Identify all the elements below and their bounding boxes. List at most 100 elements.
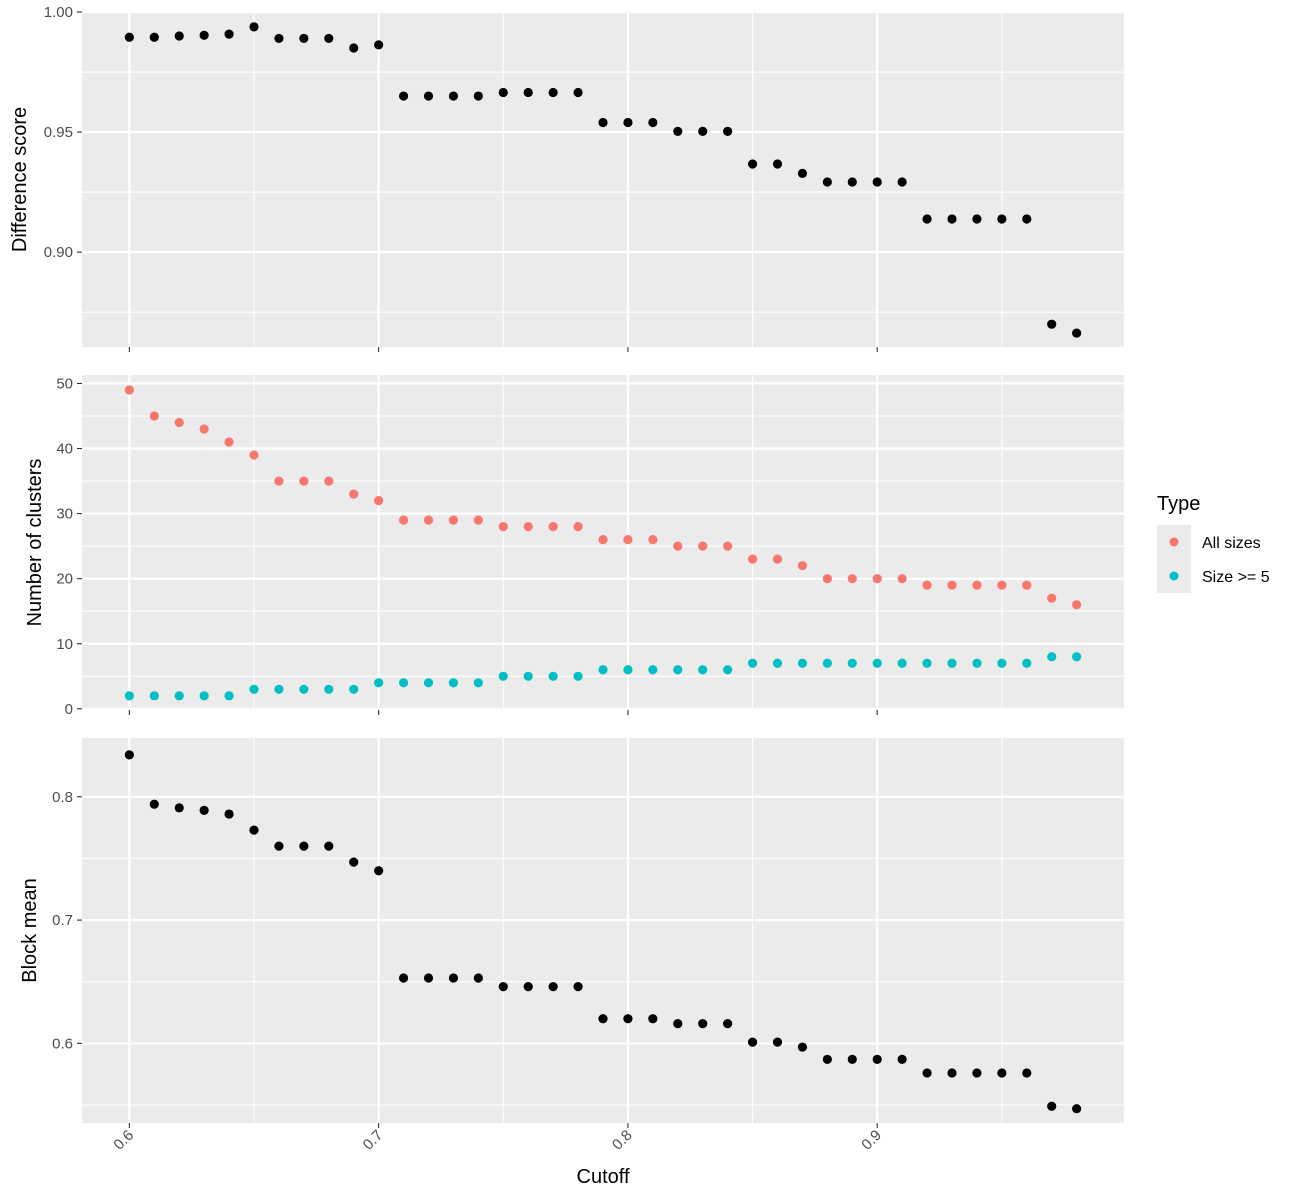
data-point [648, 117, 658, 128]
data-point [747, 159, 758, 169]
data-point [1072, 652, 1082, 662]
data-point [274, 684, 284, 694]
data-point [922, 658, 932, 668]
data-point [1022, 580, 1032, 590]
data-point [698, 665, 708, 675]
data-point [573, 522, 583, 532]
data-point [997, 580, 1007, 590]
legend-key-all-sizes [1169, 537, 1179, 547]
data-point [598, 1014, 608, 1024]
data-point [523, 522, 533, 532]
legend-label-size-5: Size >= 5 [1202, 569, 1270, 586]
data-point [1047, 593, 1057, 603]
data-point [324, 684, 334, 694]
data-point [498, 671, 508, 681]
data-point [149, 691, 159, 701]
data-point [224, 437, 234, 447]
data-point [448, 515, 459, 525]
data-point [847, 574, 857, 584]
data-point [498, 982, 508, 992]
data-point [847, 177, 857, 187]
y-axis-title: Number of clusters [24, 459, 46, 627]
legend-label-all-sizes: All sizes [1202, 535, 1261, 552]
y-tick-label: 0.6 [52, 1035, 73, 1052]
panel-background [82, 12, 1124, 347]
data-point [548, 87, 558, 98]
data-point [199, 691, 209, 701]
data-point [747, 554, 758, 564]
data-point [374, 678, 384, 688]
data-point [548, 982, 558, 992]
y-tick-label: 0.95 [44, 124, 73, 141]
series-1 [124, 22, 1082, 338]
y-tick-label: 20 [56, 571, 73, 588]
data-point [797, 168, 808, 178]
data-point [623, 535, 633, 545]
data-point [897, 574, 907, 584]
data-point [972, 1068, 982, 1078]
data-point [822, 1054, 832, 1064]
data-point [124, 32, 134, 42]
data-point [723, 126, 733, 136]
data-point [174, 803, 184, 813]
legend-key-size-5 [1169, 571, 1179, 581]
data-point [374, 40, 384, 50]
data-point [997, 214, 1007, 224]
data-point [648, 1014, 658, 1024]
chart-panels: 0.90 0.95 1.00 Difference score 0 10 20 30 40 50 N… [9, 4, 1124, 1154]
data-point [723, 541, 733, 551]
data-point [349, 684, 359, 694]
data-point [174, 31, 184, 41]
data-point [872, 177, 882, 187]
y-tick-label: 1.00 [44, 4, 73, 21]
data-point [473, 515, 483, 525]
data-point [374, 866, 384, 876]
data-point [249, 684, 259, 694]
data-point [897, 658, 907, 668]
data-point [423, 678, 434, 688]
x-tick-label: 0.6 [110, 1127, 137, 1154]
data-point [797, 1042, 808, 1052]
data-point [274, 33, 284, 44]
data-point [174, 691, 184, 701]
data-point [199, 805, 209, 815]
data-point [423, 515, 434, 525]
data-point [872, 1054, 882, 1064]
data-point [149, 32, 159, 42]
data-point [274, 476, 284, 486]
data-point [1047, 319, 1057, 329]
y-tick-label: 0.8 [52, 789, 73, 806]
data-point [772, 159, 783, 169]
data-point [199, 424, 209, 434]
data-point [723, 1019, 733, 1029]
data-point [847, 658, 857, 668]
data-point [498, 522, 508, 532]
data-point [249, 450, 259, 460]
x-axis-title: Cutoff [577, 1166, 630, 1188]
panel-2: 0 10 20 30 40 50 Number of clusters [24, 375, 1124, 718]
data-point [1072, 1104, 1082, 1114]
panel-3: 0.6 0.7 0.8 0.6 0.7 0.8 0.9 Block mean [19, 738, 1124, 1154]
data-point [698, 1019, 708, 1029]
data-point [947, 214, 957, 224]
data-point [997, 1068, 1007, 1078]
data-point [1072, 328, 1082, 338]
data-point [1047, 1101, 1057, 1111]
data-point [374, 495, 384, 506]
data-point [448, 973, 459, 983]
data-point [448, 678, 459, 688]
data-point [797, 561, 808, 571]
data-point [249, 825, 259, 835]
data-point [349, 857, 359, 867]
legend: Type All sizes Size >= 5 [1157, 493, 1270, 593]
data-point [1072, 600, 1082, 610]
y-tick-label: 30 [56, 506, 73, 523]
data-point [623, 117, 633, 128]
data-point [598, 117, 608, 128]
data-point [299, 841, 309, 851]
data-point [573, 982, 583, 992]
data-point [423, 973, 434, 983]
data-point [473, 678, 483, 688]
data-point [398, 678, 409, 688]
